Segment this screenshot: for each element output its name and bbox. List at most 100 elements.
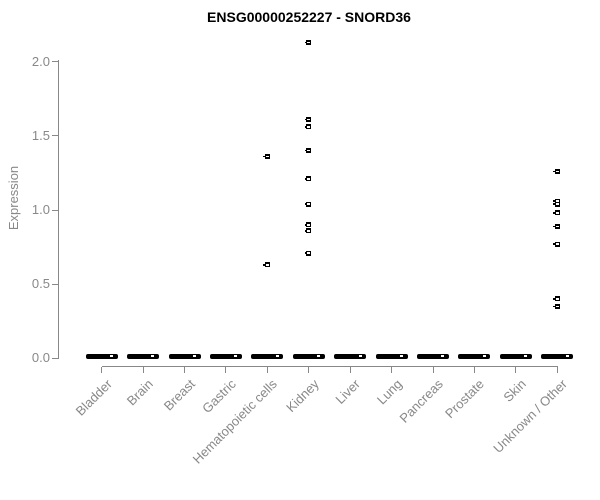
data-point-left-nub <box>263 264 265 266</box>
data-point <box>304 201 312 207</box>
zero-expression-dash <box>499 353 532 359</box>
x-tick <box>391 366 393 373</box>
data-point <box>553 296 560 302</box>
x-tick <box>432 366 434 373</box>
y-tick <box>52 357 58 359</box>
zero-dash-notch <box>482 355 486 358</box>
data-point <box>304 39 312 45</box>
x-tick <box>225 366 227 373</box>
data-point-center <box>556 212 559 214</box>
data-point <box>304 250 312 256</box>
y-tick <box>52 61 58 63</box>
data-point-left-nub <box>304 41 307 44</box>
y-tick-label: 2.0 <box>31 53 50 69</box>
data-point-left-nub <box>553 212 555 214</box>
x-tick <box>308 366 310 373</box>
data-point-center <box>307 229 311 232</box>
zero-dash-notch <box>234 355 238 358</box>
y-axis-label: Expression <box>6 165 21 231</box>
data-point-left-nub <box>553 170 555 173</box>
data-point-left-nub <box>304 149 307 152</box>
zero-dash-notch <box>151 355 155 358</box>
data-point <box>304 148 312 154</box>
y-tick <box>52 283 58 285</box>
data-point-left-nub <box>304 118 307 121</box>
x-category-label: Unknown / Other <box>490 376 571 456</box>
data-point-center <box>556 200 559 202</box>
zero-dash-notch <box>192 355 196 358</box>
zero-dash-notch <box>565 355 569 358</box>
zero-expression-dash <box>127 353 160 359</box>
zero-dash-notch <box>399 355 403 358</box>
data-point <box>304 228 312 234</box>
chart-title: ENSG00000252227 - SNORD36 <box>207 9 411 25</box>
y-tick-label: 0.5 <box>31 276 50 292</box>
data-point <box>553 198 560 204</box>
x-tick <box>349 366 351 373</box>
data-point <box>553 241 560 247</box>
zero-expression-dash <box>541 353 574 359</box>
zero-expression-dash <box>458 353 491 359</box>
data-point-left-nub <box>263 155 265 158</box>
x-tick <box>184 366 186 373</box>
y-tick <box>52 209 58 211</box>
y-tick-label: 0.0 <box>31 350 50 366</box>
zero-dash-notch <box>275 355 279 358</box>
data-point-center <box>307 224 311 226</box>
data-point-left-nub <box>304 126 307 128</box>
y-axis-line <box>58 59 59 360</box>
zero-expression-dash <box>375 353 408 359</box>
data-point <box>553 223 560 229</box>
data-point-left-nub <box>304 229 307 232</box>
x-axis-line <box>101 365 559 367</box>
data-point-left-nub <box>553 298 555 300</box>
data-point-center <box>307 118 311 121</box>
data-point-center <box>307 178 311 180</box>
data-point <box>304 176 312 182</box>
zero-dash-notch <box>358 355 362 358</box>
zero-expression-dash <box>292 353 325 359</box>
y-tick-label: 1.5 <box>31 127 50 143</box>
data-point-center <box>556 225 559 228</box>
data-point-left-nub <box>553 200 555 202</box>
x-tick <box>142 366 144 373</box>
data-point-center <box>556 170 559 173</box>
zero-expression-dash <box>85 353 118 359</box>
data-point <box>553 303 560 309</box>
data-point <box>304 117 312 123</box>
y-tick <box>52 135 58 137</box>
data-point-left-nub <box>553 305 555 308</box>
data-point-left-nub <box>553 243 555 245</box>
zero-expression-dash <box>334 353 367 359</box>
data-point <box>263 262 270 268</box>
x-tick <box>266 366 268 373</box>
data-point-left-nub <box>304 252 307 254</box>
zero-expression-dash <box>417 353 450 359</box>
data-point-center <box>307 41 311 44</box>
zero-expression-dash <box>251 353 284 359</box>
data-point-center <box>307 126 311 128</box>
data-point-center <box>556 305 559 308</box>
data-point-center <box>307 203 311 205</box>
x-tick <box>101 366 103 373</box>
x-tick <box>473 366 475 373</box>
data-point <box>304 124 312 130</box>
data-point-center <box>307 252 311 254</box>
data-point <box>553 201 560 207</box>
zero-dash-notch <box>110 355 113 358</box>
data-point-left-nub <box>304 224 307 226</box>
zero-dash-notch <box>524 355 528 358</box>
data-point-center <box>307 149 311 152</box>
data-point-center <box>556 203 559 205</box>
data-point <box>553 210 560 216</box>
x-tick <box>515 366 517 373</box>
zero-expression-dash <box>209 353 242 359</box>
data-point <box>304 222 312 228</box>
data-point-center <box>266 264 269 266</box>
data-point-left-nub <box>553 225 555 228</box>
data-point <box>553 168 560 174</box>
data-point-center <box>556 243 559 245</box>
data-point-left-nub <box>553 203 555 205</box>
x-tick <box>556 366 558 373</box>
data-point <box>263 154 270 160</box>
